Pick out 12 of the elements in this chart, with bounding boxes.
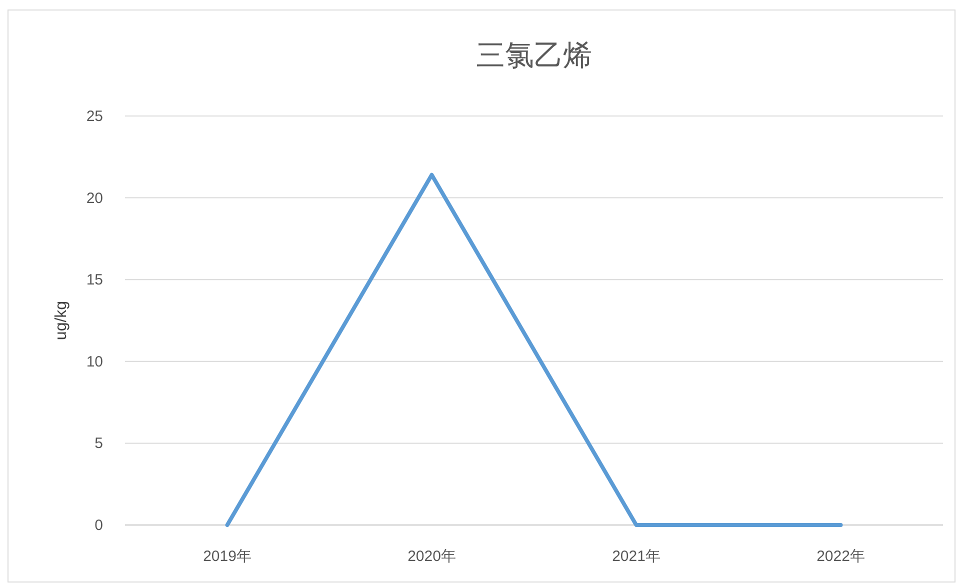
x-tick-label: 2020年	[408, 548, 456, 565]
y-tick-label: 25	[86, 108, 103, 125]
y-tick-label: 20	[86, 190, 103, 207]
chart-title: 三氯乙烯	[476, 40, 592, 72]
x-tick-label: 2021年	[612, 548, 660, 565]
y-tick-label: 5	[94, 435, 103, 452]
y-tick-label: 15	[86, 272, 103, 289]
y-axis-title: ug/kg	[53, 300, 70, 340]
y-tick-label: 0	[94, 517, 103, 534]
x-tick-label: 2022年	[816, 548, 865, 565]
x-tick-label: 2019年	[203, 548, 252, 565]
y-tick-label: 10	[86, 353, 103, 370]
